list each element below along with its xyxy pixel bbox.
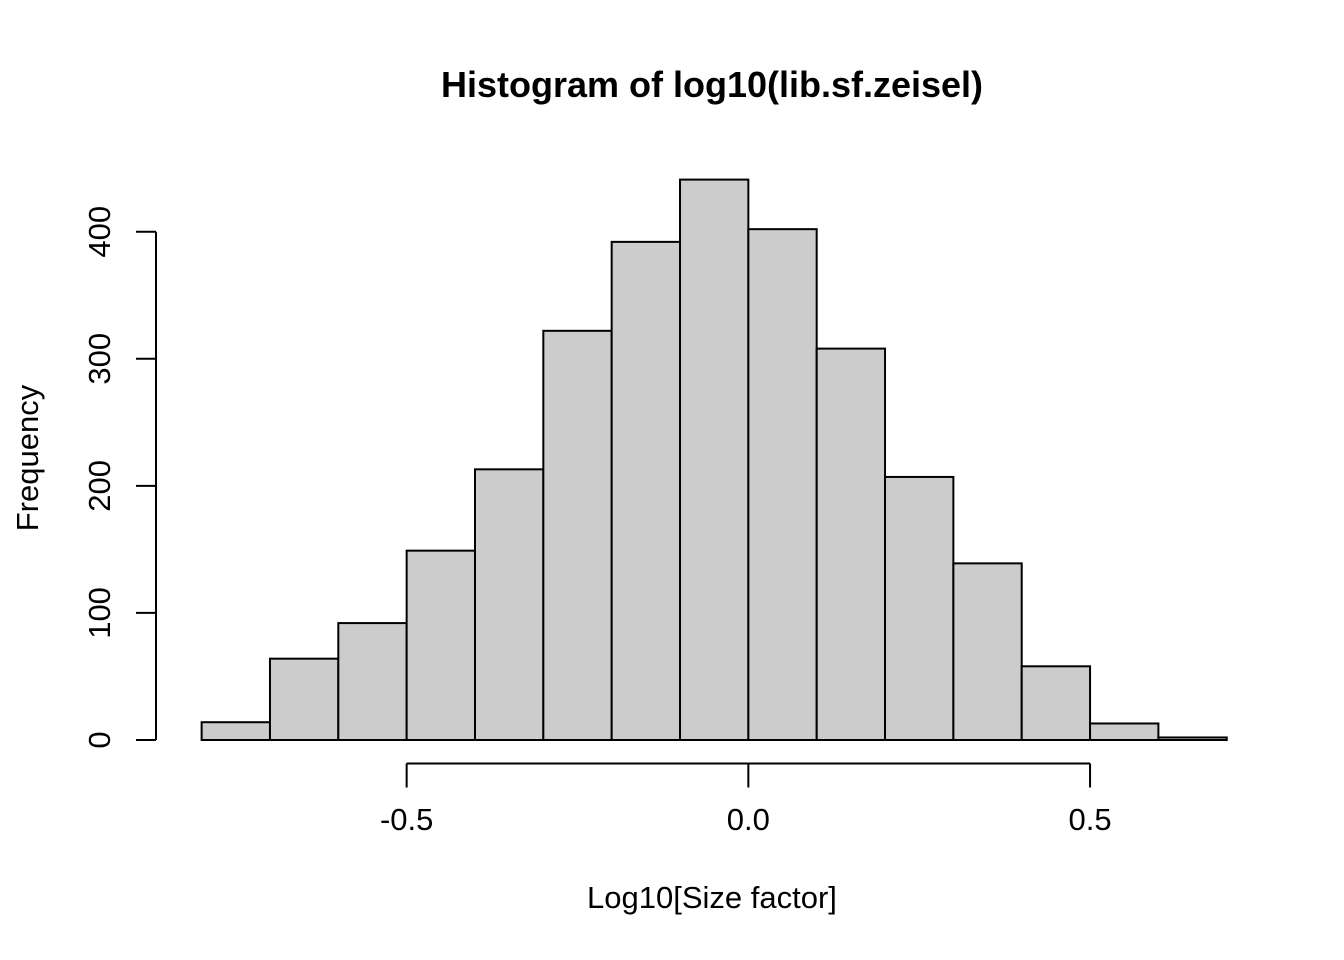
histogram-bar <box>1020 665 1092 741</box>
histogram-bar <box>610 240 682 741</box>
y-axis-label: Frequency <box>10 384 45 531</box>
y-tick-label: 200 <box>82 460 117 512</box>
histogram-bar <box>200 721 271 742</box>
x-axis-label: Log10[Size factor] <box>587 880 837 915</box>
histogram-bar <box>815 347 887 741</box>
histogram-bar <box>337 622 408 742</box>
histogram-bar <box>268 657 340 741</box>
histogram-bar <box>679 178 750 742</box>
histogram-bar <box>405 549 476 741</box>
axes-layer: 0 100 200 300 400 -0.5 0.0 0.5 <box>82 206 1112 837</box>
x-tick-label: 0.5 <box>1068 802 1111 837</box>
x-tick-label: -0.5 <box>380 802 433 837</box>
y-tick-label: 0 <box>82 731 117 748</box>
histogram-bar <box>1157 736 1228 742</box>
histogram-bar <box>473 468 545 741</box>
x-tick-label: 0.0 <box>727 802 770 837</box>
histogram-bar <box>542 329 613 741</box>
y-tick-label: 100 <box>82 587 117 639</box>
histogram-bar <box>952 562 1023 741</box>
histogram-bar <box>884 475 955 741</box>
y-tick-label: 300 <box>82 333 117 385</box>
histogram-bar <box>747 228 818 741</box>
histogram-bar <box>1089 722 1160 741</box>
chart-title: Histogram of log10(lib.sf.zeisel) <box>441 64 983 105</box>
y-tick-label: 400 <box>82 206 117 258</box>
bars-layer <box>200 178 1228 742</box>
